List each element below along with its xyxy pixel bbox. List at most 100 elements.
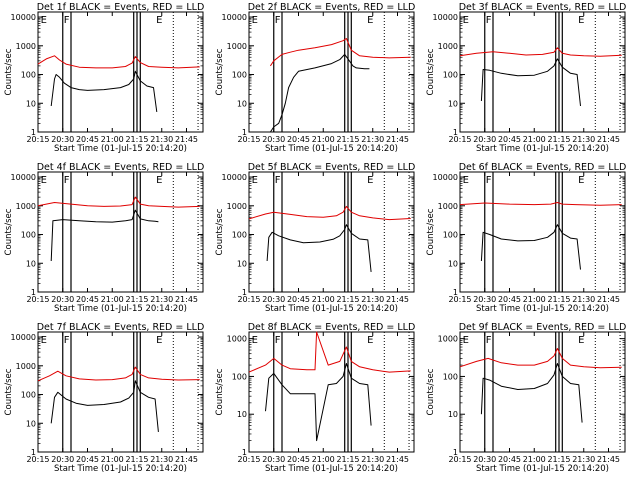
y-tick-label: 10 bbox=[237, 259, 247, 268]
x-tick-label: 21:45 bbox=[597, 135, 620, 144]
x-tick-label: 20:30 bbox=[262, 295, 285, 304]
x-tick-label: 21:15 bbox=[336, 135, 359, 144]
x-tick-label: 20:45 bbox=[498, 455, 521, 464]
marker-label: E bbox=[156, 175, 162, 186]
x-axis-label: Start Time (01-Jul-15 20:14:20) bbox=[265, 464, 398, 474]
plot-frame bbox=[37, 171, 204, 293]
marker-label: E bbox=[367, 335, 373, 346]
chart-title: Det 4f BLACK = Events, RED = LLD bbox=[37, 162, 205, 173]
lld-series-line bbox=[37, 55, 200, 69]
x-tick-label: 21:15 bbox=[547, 135, 570, 144]
x-axis-label: Start Time (01-Jul-15 20:14:20) bbox=[54, 464, 187, 474]
plot-frame bbox=[248, 11, 415, 133]
x-tick-label: 20:15 bbox=[26, 135, 49, 144]
marker-label: F bbox=[275, 175, 281, 186]
y-tick-label: 1 bbox=[453, 128, 458, 137]
marker-label: F bbox=[486, 15, 492, 26]
chart-title: Det 5f BLACK = Events, RED = LLD bbox=[248, 162, 416, 173]
y-axis-label: Counts/sec bbox=[426, 368, 436, 415]
y-tick-label: 10 bbox=[448, 410, 458, 419]
x-axis-label: Start Time (01-Jul-15 20:14:20) bbox=[54, 304, 187, 314]
chart-title: Det 9f BLACK = Events, RED = LLD bbox=[459, 322, 627, 333]
marker-label: E bbox=[463, 175, 469, 186]
chart-panel-9: Det 9f BLACK = Events, RED = LLD 20:15 20:… bbox=[426, 322, 626, 474]
y-tick-label: 10000 bbox=[11, 173, 36, 182]
events-series-line bbox=[480, 363, 583, 423]
y-tick-label: 1000 bbox=[438, 202, 458, 211]
y-tick-label: 1 bbox=[242, 128, 247, 137]
x-tick-label: 20:15 bbox=[237, 455, 260, 464]
marker-label: E bbox=[578, 15, 584, 26]
x-tick-label: 21:45 bbox=[386, 135, 409, 144]
marker-label: E bbox=[463, 335, 469, 346]
x-tick-label: 21:30 bbox=[572, 455, 595, 464]
plot-frame bbox=[37, 11, 204, 133]
y-tick-label: 100 bbox=[232, 71, 247, 80]
x-tick-label: 21:45 bbox=[597, 295, 620, 304]
marker-label: E bbox=[156, 15, 162, 26]
plot-frame bbox=[248, 171, 415, 293]
y-tick-label: 10000 bbox=[222, 173, 247, 182]
x-tick-label: 20:30 bbox=[51, 295, 74, 304]
chart-title: Det 7f BLACK = Events, RED = LLD bbox=[37, 322, 205, 333]
x-tick-label: 21:00 bbox=[101, 295, 124, 304]
y-tick-label: 100 bbox=[443, 71, 458, 80]
x-tick-label: 20:30 bbox=[262, 455, 285, 464]
y-tick-label: 100 bbox=[232, 231, 247, 240]
marker-label: E bbox=[41, 15, 47, 26]
x-tick-label: 21:45 bbox=[386, 455, 409, 464]
x-tick-label: 21:15 bbox=[547, 455, 570, 464]
events-series-line bbox=[50, 209, 159, 262]
events-series-line bbox=[269, 53, 370, 133]
x-tick-label: 20:45 bbox=[76, 295, 99, 304]
y-axis-label: Counts/sec bbox=[426, 208, 436, 255]
lld-series-line bbox=[248, 205, 411, 221]
x-tick-label: 21:30 bbox=[572, 135, 595, 144]
y-axis-label: Counts/sec bbox=[4, 48, 14, 95]
y-tick-label: 1000 bbox=[16, 42, 36, 51]
x-tick-label: 20:45 bbox=[287, 295, 310, 304]
events-series-line bbox=[480, 224, 581, 270]
marker-label: E bbox=[252, 335, 258, 346]
y-tick-label: 10 bbox=[448, 99, 458, 108]
y-tick-label: 10 bbox=[237, 410, 247, 419]
y-tick-label: 100 bbox=[21, 231, 36, 240]
marker-label: E bbox=[41, 335, 47, 346]
y-tick-label: 10000 bbox=[11, 13, 36, 22]
marker-label: E bbox=[578, 335, 584, 346]
x-tick-label: 21:45 bbox=[175, 135, 198, 144]
x-tick-label: 20:15 bbox=[448, 455, 471, 464]
marker-label: E bbox=[463, 15, 469, 26]
chart-panel-8: Det 8f BLACK = Events, RED = LLD 20:15 20:… bbox=[215, 322, 415, 474]
y-tick-label: 100 bbox=[443, 372, 458, 381]
x-tick-label: 20:45 bbox=[287, 135, 310, 144]
x-axis-label: Start Time (01-Jul-15 20:14:20) bbox=[476, 144, 609, 154]
y-tick-label: 100 bbox=[443, 231, 458, 240]
y-tick-label: 1 bbox=[453, 288, 458, 297]
y-tick-label: 1 bbox=[31, 448, 36, 457]
x-tick-label: 21:15 bbox=[125, 295, 148, 304]
plot-frame bbox=[248, 331, 415, 453]
y-tick-label: 1000 bbox=[438, 42, 458, 51]
x-tick-label: 20:15 bbox=[237, 135, 260, 144]
x-tick-label: 20:45 bbox=[498, 135, 521, 144]
lld-series-line bbox=[459, 348, 622, 369]
chart-title: Det 8f BLACK = Events, RED = LLD bbox=[248, 322, 416, 333]
lld-series-line bbox=[37, 196, 200, 208]
x-tick-label: 21:30 bbox=[150, 295, 173, 304]
marker-label: F bbox=[64, 175, 70, 186]
marker-label: F bbox=[64, 15, 70, 26]
x-tick-label: 21:00 bbox=[523, 295, 546, 304]
x-tick-label: 21:45 bbox=[386, 295, 409, 304]
y-axis-label: Counts/sec bbox=[215, 368, 225, 415]
chart-title: Det 6f BLACK = Events, RED = LLD bbox=[459, 162, 627, 173]
x-tick-label: 21:00 bbox=[312, 295, 335, 304]
y-axis-label: Counts/sec bbox=[4, 208, 14, 255]
x-tick-label: 20:30 bbox=[473, 135, 496, 144]
x-tick-label: 20:45 bbox=[76, 135, 99, 144]
